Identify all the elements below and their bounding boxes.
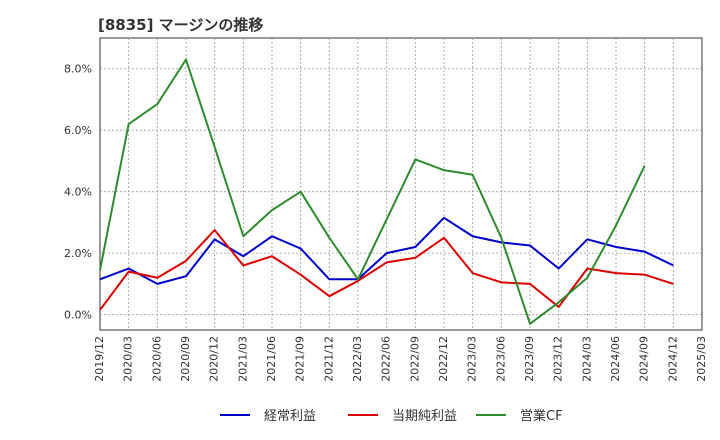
- y-tick-label: 2.0%: [64, 247, 92, 260]
- x-tick-label: 2023/09: [523, 336, 536, 382]
- x-tick-label: 2022/09: [408, 336, 421, 382]
- x-tick-label: 2021/03: [236, 336, 249, 382]
- x-tick-label: 2020/09: [179, 336, 192, 382]
- legend-label: 営業CF: [520, 408, 563, 424]
- y-tick-label: 4.0%: [64, 186, 92, 199]
- y-tick-label: 8.0%: [64, 63, 92, 76]
- x-tick-label: 2023/06: [494, 336, 507, 382]
- plot-area: [99, 37, 703, 331]
- x-tick-label: 2022/06: [380, 336, 393, 382]
- series-line-経常利益: [99, 216, 674, 285]
- x-tick-label: 2025/03: [695, 336, 708, 382]
- y-tick-label: 6.0%: [64, 124, 92, 137]
- x-tick-label: 2021/06: [265, 336, 278, 382]
- legend-label: 当期純利益: [392, 409, 457, 424]
- x-tick-label: 2020/06: [150, 336, 163, 382]
- x-tick-label: 2022/03: [351, 336, 364, 382]
- legend-label: 経常利益: [264, 409, 316, 424]
- x-tick-label: 2021/09: [294, 336, 307, 382]
- x-tick-label: 2019/12: [93, 336, 106, 382]
- series-line-営業CF: [99, 58, 646, 325]
- x-tick-label: 2024/12: [666, 336, 679, 382]
- x-tick-label: 2021/12: [322, 336, 335, 382]
- x-tick-label: 2020/03: [122, 336, 135, 382]
- y-tick-label: 0.0%: [64, 309, 92, 322]
- x-tick-label: 2020/12: [208, 336, 221, 382]
- series-line-当期純利益: [99, 229, 674, 311]
- x-tick-label: 2024/06: [609, 336, 622, 382]
- x-tick-label: 2022/12: [437, 336, 450, 382]
- x-tick-label: 2023/12: [552, 336, 565, 382]
- x-tick-label: 2024/03: [580, 336, 593, 382]
- chart-title: [8835] マージンの推移: [98, 16, 264, 34]
- x-tick-label: 2023/03: [466, 336, 479, 382]
- x-tick-label: 2024/09: [638, 336, 651, 382]
